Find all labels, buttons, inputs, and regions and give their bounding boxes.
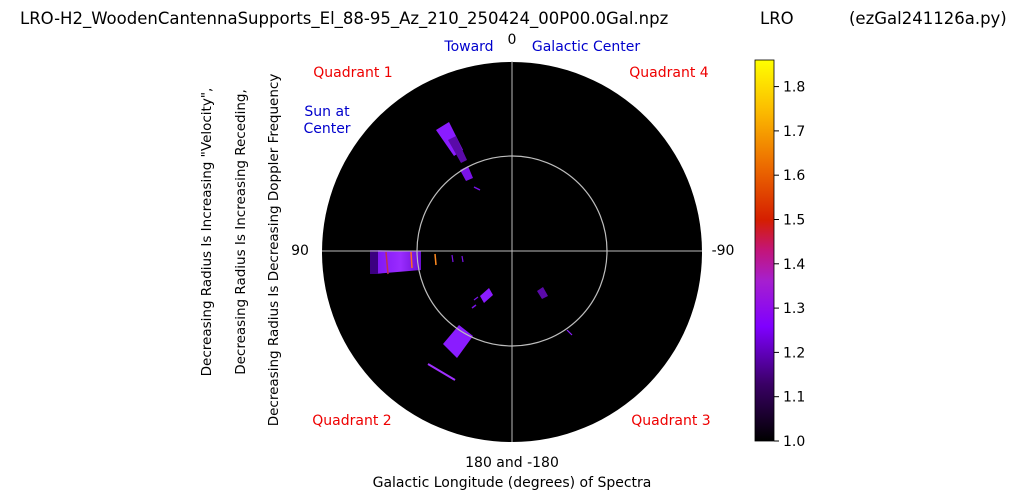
signal-streak-center-1 xyxy=(471,304,477,309)
signal-streak-left-2 xyxy=(410,251,413,269)
signal-streak-left-4 xyxy=(451,254,454,263)
signal-streak-left-5 xyxy=(461,255,464,263)
annotation-toward: Toward xyxy=(443,39,493,55)
colorbar-ticks: 1.0 1.1 1.2 1.3 1.4 1.5 1.6 1.7 1.8 xyxy=(774,80,805,450)
signal-streak-left-3 xyxy=(434,253,437,266)
signal-streak-q3-1 xyxy=(566,329,573,336)
annotation-sun-line-1: Sun at xyxy=(304,104,350,120)
station-label: LRO xyxy=(760,9,794,28)
colorbar-tick-label: 1.7 xyxy=(783,124,805,140)
file-title: LRO-H2_WoodenCantennaSupports_El_88-95_A… xyxy=(20,9,668,29)
colorbar-tick-label: 1.3 xyxy=(783,301,805,317)
signal-streak-center-2 xyxy=(473,296,479,301)
annotation-sun-line-2: Center xyxy=(303,121,350,137)
colorbar-tick-label: 1.2 xyxy=(783,345,805,361)
colorbar-tick-label: 1.0 xyxy=(783,434,805,450)
colorbar-gradient xyxy=(754,59,775,442)
ylabel-line-1: Decreasing Radius Is Increasing "Velocit… xyxy=(199,88,215,377)
annotation-galactic-center: Galactic Center xyxy=(532,39,640,55)
angle-label-left: 90 xyxy=(291,243,309,259)
signal-band-left-dark xyxy=(370,250,378,274)
colorbar-tick-label: 1.8 xyxy=(783,80,805,96)
signal-band-left xyxy=(370,250,421,274)
polar-plot xyxy=(322,61,702,442)
signal-patch-q1-thin xyxy=(448,136,467,163)
angle-label-bottom: 180 and -180 xyxy=(465,455,559,471)
signal-patch-q3-small xyxy=(537,287,548,299)
angle-label-right: -90 xyxy=(712,243,735,259)
colorbar: 1.0 1.1 1.2 1.3 1.4 1.5 1.6 1.7 1.8 xyxy=(754,59,805,450)
angle-label-top: 0 xyxy=(508,32,517,48)
ylabel-line-2: Decreasing Radius Is Increasing Receding… xyxy=(233,89,249,375)
signal-streak-left-1 xyxy=(385,251,389,275)
xlabel: Galactic Longitude (degrees) of Spectra xyxy=(373,475,652,491)
signal-streak-q2-1 xyxy=(427,363,456,381)
ylabel-line-3: Decreasing Radius Is Decreasing Doppler … xyxy=(266,74,282,427)
quadrant-4-label: Quadrant 4 xyxy=(629,65,709,81)
colorbar-tick-label: 1.6 xyxy=(783,168,805,184)
signal-streak-q1 xyxy=(473,186,481,191)
colorbar-tick-label: 1.1 xyxy=(783,390,805,406)
signal-patch-center-1 xyxy=(480,288,493,303)
quadrant-1-label: Quadrant 1 xyxy=(313,65,392,81)
quadrant-2-label: Quadrant 2 xyxy=(312,413,391,429)
quadrant-3-label: Quadrant 3 xyxy=(631,413,710,429)
script-label: (ezGal241126a.py) xyxy=(849,9,1007,28)
colorbar-tick-label: 1.5 xyxy=(783,212,805,228)
colorbar-tick-label: 1.4 xyxy=(783,257,805,273)
